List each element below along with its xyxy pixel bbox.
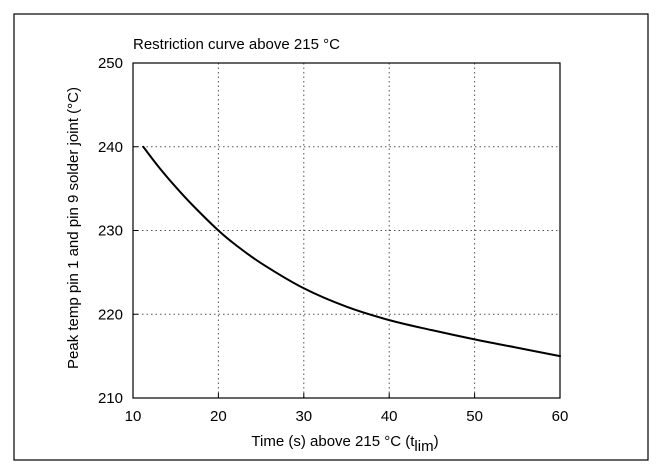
series-line [142,145,561,358]
x-tick-label: 60 [552,408,569,425]
series-group [142,145,561,358]
y-tick-label: 240 [98,139,123,156]
y-axis-ticks: 210 220 230 240 250 [98,55,138,407]
x-axis-ticks: 10 20 30 40 50 60 [125,393,569,425]
x-tick-label: 40 [381,408,398,425]
outer-frame [13,13,649,461]
x-tick-label: 20 [210,408,227,425]
x-axis-label-close: ) [434,433,439,450]
y-tick-label: 230 [98,223,123,240]
x-tick-label: 10 [125,408,142,425]
y-axis-label: Peak temp pin 1 and pin 9 solder joint (… [65,87,82,369]
y-tick-label: 220 [98,306,123,323]
grid-lines [133,63,560,398]
y-tick-label: 210 [98,390,123,407]
x-tick-label: 50 [466,408,483,425]
x-tick-label: 30 [295,408,312,425]
x-axis-label-main: Time (s) above 215 °C (t [251,433,415,450]
x-axis-label-subscript: lim [414,438,433,455]
x-axis-label: Time (s) above 215 °C (tlim) [251,433,438,455]
chart-title: Restriction curve above 215 °C [133,36,340,53]
y-tick-label: 250 [98,55,123,72]
